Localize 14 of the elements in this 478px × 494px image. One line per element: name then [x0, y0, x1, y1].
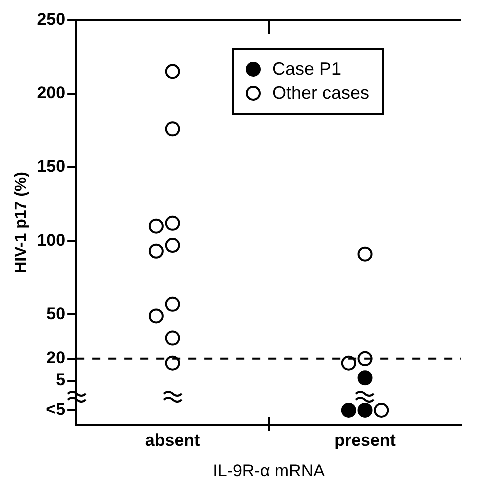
legend-label: Case P1: [272, 59, 342, 80]
y-tick-label: <5: [46, 400, 66, 420]
x-tick-label: present: [334, 431, 396, 450]
y-tick-label: 100: [37, 230, 66, 250]
x-tick-label: absent: [145, 431, 201, 450]
y-tick-label: 5: [56, 370, 66, 390]
y-tick-label: 50: [46, 304, 66, 324]
y-axis-title: HIV-1 p17 (%): [13, 172, 30, 274]
y-tick-label: 250: [37, 10, 66, 29]
legend-label: Other cases: [272, 83, 370, 104]
y-tick-label: 200: [37, 84, 66, 103]
x-axis-title: IL-9R-α mRNA: [213, 461, 326, 480]
y-tick-label: 150: [37, 157, 66, 176]
y-tick-label: 20: [46, 348, 66, 368]
